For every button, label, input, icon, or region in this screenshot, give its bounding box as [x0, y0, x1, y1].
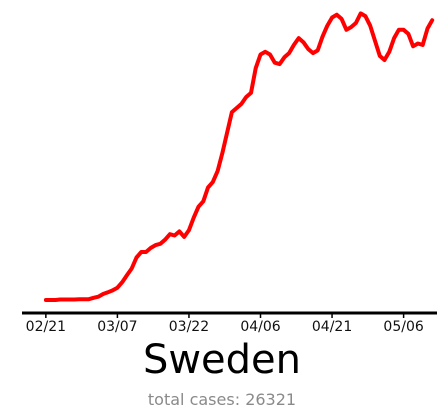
x-axis-tick-labels: 02/21 03/07 03/22 04/06 04/21 05/06 [26, 319, 424, 335]
total-cases-value: 26321 [245, 390, 297, 409]
x-tick-label: 03/07 [97, 319, 137, 335]
x-axis-ticks [45, 313, 405, 318]
total-cases-text: total cases: [147, 390, 241, 409]
total-cases-label: total cases: 26321 [0, 390, 444, 410]
x-tick-label: 03/22 [169, 319, 209, 335]
x-tick-label: 02/21 [26, 319, 66, 335]
line-chart: 02/21 03/07 03/22 04/06 04/21 05/06 [22, 11, 437, 335]
chart-title: Sweden [142, 337, 302, 383]
x-tick-label: 05/06 [383, 319, 423, 335]
x-tick-label: 04/21 [312, 319, 352, 335]
x-tick-label: 04/06 [240, 319, 280, 335]
cases-series-line [43, 11, 435, 302]
